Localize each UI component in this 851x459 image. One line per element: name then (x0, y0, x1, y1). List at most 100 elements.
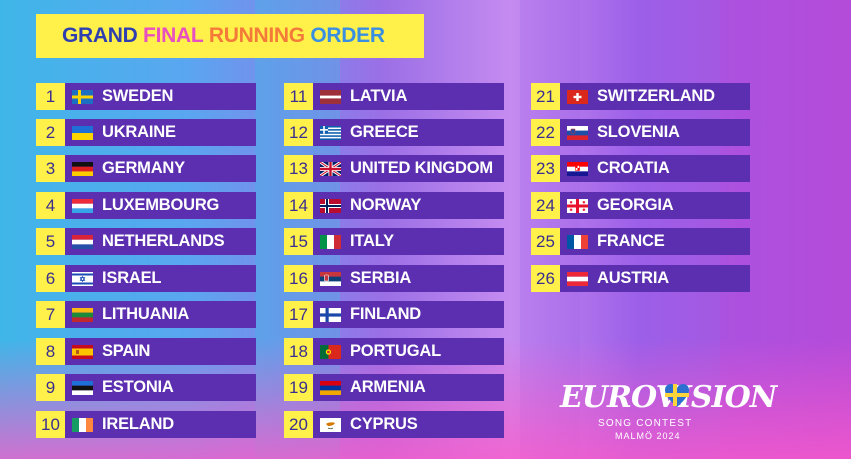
running-order-number: 4 (36, 192, 65, 219)
country-name: FINLAND (350, 305, 422, 323)
country-bar: ISRAEL (65, 265, 256, 292)
germany-flag-icon (72, 161, 93, 176)
page-title: GRAND FINAL RUNNING ORDER (36, 14, 424, 58)
country-bar: ESTONIA (65, 374, 256, 401)
running-order-row: 21 SWITZERLAND (531, 83, 750, 110)
country-name: GERMANY (102, 159, 185, 177)
country-bar: CROATIA (560, 155, 750, 182)
country-name: LATVIA (350, 87, 408, 105)
croatia-flag-icon (567, 161, 588, 176)
running-order-row: 9 ESTONIA (36, 374, 256, 401)
running-order-row: 26 AUSTRIA (531, 265, 750, 292)
running-order-row: 13 UNITED KINGDOM (284, 155, 504, 182)
running-order-number: 15 (284, 228, 313, 255)
running-order-row: 23 CROATIA (531, 155, 750, 182)
country-name: ESTONIA (102, 378, 174, 396)
country-name: SWITZERLAND (597, 87, 715, 105)
country-bar: IRELAND (65, 411, 256, 438)
title-word-running: RUNNING (208, 24, 305, 47)
title-word-order: ORDER (310, 24, 385, 47)
country-name: SPAIN (102, 342, 151, 360)
country-bar: CYPRUS (313, 411, 504, 438)
running-order-row: 5 NETHERLANDS (36, 228, 256, 255)
country-name: CROATIA (597, 159, 670, 177)
country-bar: FINLAND (313, 301, 504, 328)
ireland-flag-icon (72, 417, 93, 432)
running-order-number: 25 (531, 228, 560, 255)
running-order-row: 15 ITALY (284, 228, 504, 255)
title-word-final: FINAL (143, 24, 204, 47)
country-name: UKRAINE (102, 123, 176, 141)
latvia-flag-icon (320, 89, 341, 104)
country-bar: UKRAINE (65, 119, 256, 146)
running-order-row: 17 FINLAND (284, 301, 504, 328)
georgia-flag-icon (567, 198, 588, 213)
running-order-number: 9 (36, 374, 65, 401)
running-order-row: 8 SPAIN (36, 338, 256, 365)
country-name: LUXEMBOURG (102, 196, 220, 214)
running-order-number: 1 (36, 83, 65, 110)
country-bar: GERMANY (65, 155, 256, 182)
country-bar: AUSTRIA (560, 265, 750, 292)
country-name: PORTUGAL (350, 342, 441, 360)
country-name: IRELAND (102, 415, 174, 433)
israel-flag-icon (72, 271, 93, 286)
country-name: NORWAY (350, 196, 422, 214)
running-order-number: 22 (531, 119, 560, 146)
running-order-row: 19 ARMENIA (284, 374, 504, 401)
running-order-row: 22 SLOVENIA (531, 119, 750, 146)
eurovision-logo: EUROVISION SONG CONTEST MALMÖ 2024 (560, 380, 777, 450)
running-order-number: 2 (36, 119, 65, 146)
running-order-number: 18 (284, 338, 313, 365)
country-bar: SERBIA (313, 265, 504, 292)
country-bar: PORTUGAL (313, 338, 504, 365)
running-order-number: 10 (36, 411, 65, 438)
country-name: SLOVENIA (597, 123, 680, 141)
running-order-number: 6 (36, 265, 65, 292)
running-order-number: 12 (284, 119, 313, 146)
finland-flag-icon (320, 307, 341, 322)
running-order-row: 11 LATVIA (284, 83, 504, 110)
luxembourg-flag-icon (72, 198, 93, 213)
running-order-number: 16 (284, 265, 313, 292)
country-bar: LITHUANIA (65, 301, 256, 328)
country-name: GREECE (350, 123, 419, 141)
running-order-number: 5 (36, 228, 65, 255)
united-kingdom-flag-icon (320, 161, 341, 176)
running-order-number: 17 (284, 301, 313, 328)
spain-flag-icon (72, 344, 93, 359)
country-bar: GREECE (313, 119, 504, 146)
country-bar: SWITZERLAND (560, 83, 750, 110)
running-order-row: 14 NORWAY (284, 192, 504, 219)
sweden-flag-icon (72, 89, 93, 104)
country-name: GEORGIA (597, 196, 674, 214)
country-bar: FRANCE (560, 228, 750, 255)
ukraine-flag-icon (72, 125, 93, 140)
title-word-grand: GRAND (62, 24, 138, 47)
switzerland-flag-icon (567, 89, 588, 104)
netherlands-flag-icon (72, 234, 93, 249)
country-name: SWEDEN (102, 87, 174, 105)
running-order-row: 3 GERMANY (36, 155, 256, 182)
running-order-row: 2 UKRAINE (36, 119, 256, 146)
running-order-number: 23 (531, 155, 560, 182)
running-order-number: 7 (36, 301, 65, 328)
running-order-row: 20 CYPRUS (284, 411, 504, 438)
country-name: SERBIA (350, 269, 412, 287)
running-order-row: 10 IRELAND (36, 411, 256, 438)
logo-subtitle: SONG CONTEST (598, 418, 693, 429)
country-bar: NETHERLANDS (65, 228, 256, 255)
running-order-number: 14 (284, 192, 313, 219)
country-bar: UNITED KINGDOM (313, 155, 504, 182)
country-bar: GEORGIA (560, 192, 750, 219)
running-order-number: 24 (531, 192, 560, 219)
running-order-row: 16 SERBIA (284, 265, 504, 292)
running-order-row: 6 ISRAEL (36, 265, 256, 292)
greece-flag-icon (320, 125, 341, 140)
portugal-flag-icon (320, 344, 341, 359)
logo-location: MALMÖ 2024 (615, 431, 681, 441)
running-order-number: 19 (284, 374, 313, 401)
running-order-number: 11 (284, 83, 313, 110)
country-bar: LATVIA (313, 83, 504, 110)
country-name: ARMENIA (350, 378, 426, 396)
